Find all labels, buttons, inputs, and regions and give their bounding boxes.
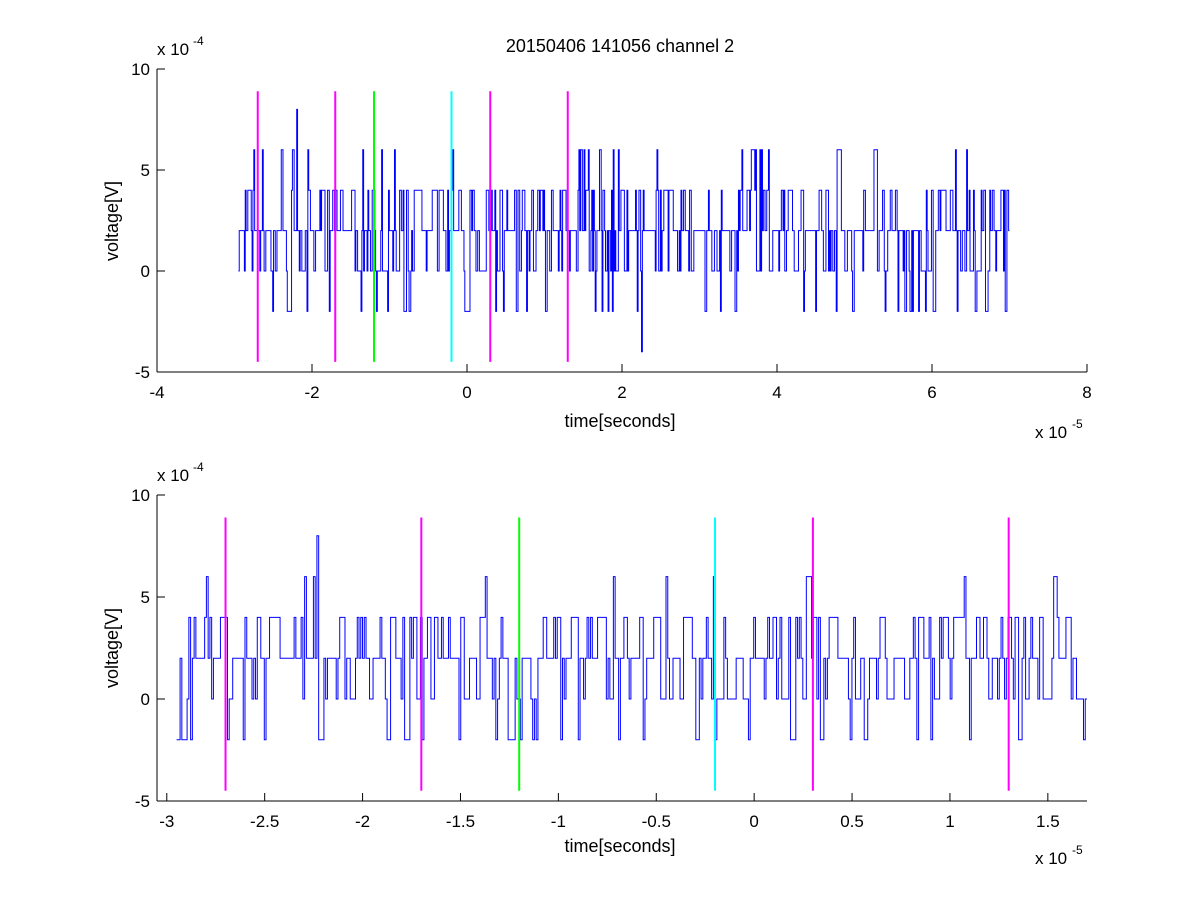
chart-title: 20150406 141056 channel 2 [506, 36, 734, 56]
x-exponent-value: -5 [1072, 417, 1083, 431]
x-tick-label: 0 [749, 812, 758, 831]
plot-area: -3 -2.5 -2 -1.5 -1 -0.5 0 0.5 1 1.5 -5 0 5 10 [131, 486, 1087, 831]
y-exponent-value: -4 [193, 460, 204, 474]
x-tick-label: 8 [1082, 383, 1091, 402]
axes-frame [156, 495, 1087, 802]
x-exponent-value: -5 [1072, 843, 1083, 857]
x-axis-label: time[seconds] [564, 836, 675, 856]
x-tick-label: -3 [159, 812, 174, 831]
y-exponent-label: x 10 [157, 40, 189, 59]
x-tick-label: -4 [149, 383, 164, 402]
chart-top: 20150406 141056 channel 2 -4 -2 0 2 4 6 8 -5 0 5 1… [102, 34, 1092, 442]
x-tick-label: 0 [462, 383, 471, 402]
x-tick-label: 1 [945, 812, 954, 831]
x-tick-label: -1.5 [446, 812, 475, 831]
signal-series-line [176, 535, 1087, 741]
x-tick-label: 6 [927, 383, 936, 402]
x-tick-label: 0.5 [840, 812, 864, 831]
y-tick-label: 5 [141, 588, 150, 607]
y-axis-label: voltage[V] [102, 608, 122, 688]
y-tick-label: -5 [135, 792, 150, 811]
y-tick-label: 10 [131, 486, 150, 505]
x-tick-label: 1.5 [1036, 812, 1060, 831]
x-exponent-label: x 10 [1035, 423, 1067, 442]
y-tick-label: -5 [135, 363, 150, 382]
x-tick-label: 2 [617, 383, 626, 402]
y-tick-label: 0 [141, 690, 150, 709]
x-tick-label: -2.5 [250, 812, 279, 831]
y-exponent-label: x 10 [157, 466, 189, 485]
signal-series-line [238, 108, 1010, 353]
y-axis-label: voltage[V] [102, 181, 122, 261]
y-tick-label: 0 [141, 262, 150, 281]
x-tick-label: 4 [772, 383, 781, 402]
y-tick-label: 10 [131, 60, 150, 79]
x-axis-label: time[seconds] [564, 411, 675, 431]
x-exponent-label: x 10 [1035, 849, 1067, 868]
y-tick-label: 5 [141, 161, 150, 180]
y-exponent-value: -4 [193, 34, 204, 48]
x-tick-label: -2 [304, 383, 319, 402]
chart-bottom: -3 -2.5 -2 -1.5 -1 -0.5 0 0.5 1 1.5 -5 0 5 10 time[se… [102, 460, 1087, 868]
x-tick-label: -0.5 [642, 812, 671, 831]
x-tick-label: -1 [551, 812, 566, 831]
plot-area: -4 -2 0 2 4 6 8 -5 0 5 10 [131, 60, 1092, 402]
x-tick-label: -2 [355, 812, 370, 831]
